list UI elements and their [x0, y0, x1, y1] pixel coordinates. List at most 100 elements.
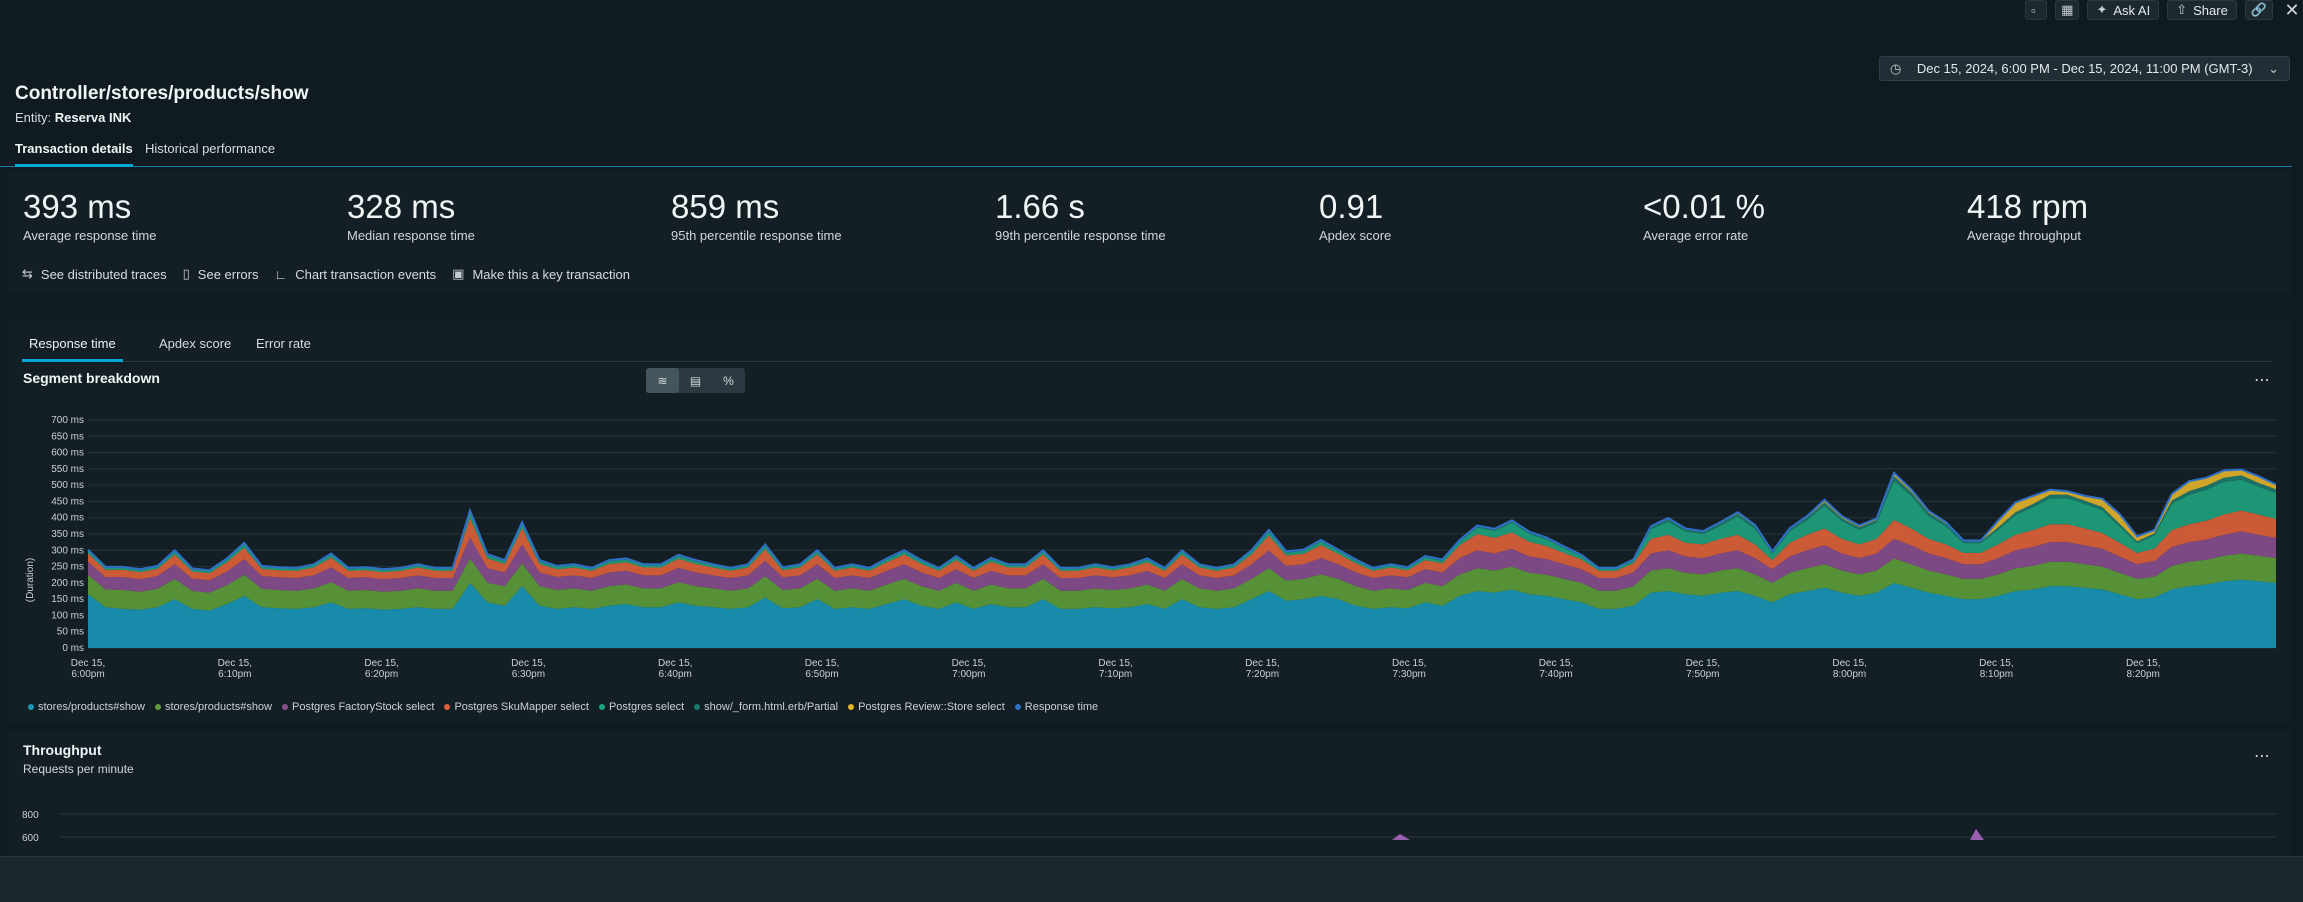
key-transaction-icon: ▣	[452, 266, 465, 281]
series-area-4[interactable]	[88, 479, 2276, 574]
link-icon: 🔗	[2250, 2, 2267, 17]
metric-value: 859 ms	[671, 188, 780, 225]
y-tick-label: 600 ms	[51, 448, 84, 459]
series-area-3[interactable]	[88, 510, 2276, 581]
x-tick-label: Dec 15, 8:00pm	[1832, 658, 1866, 680]
y-tick-label: 500 ms	[51, 480, 84, 491]
area-chart-button[interactable]: ≋	[646, 368, 679, 393]
bottom-bar	[0, 856, 2303, 902]
throughput-more-button[interactable]: ⋯	[2254, 746, 2271, 766]
action-label: Chart transaction events	[295, 266, 437, 282]
y-tick-label: 800	[22, 810, 39, 821]
response-time-panel: Response time Apdex score Error rate Seg…	[8, 320, 2291, 723]
y-tick-label: 650 ms	[51, 431, 84, 442]
entity-value[interactable]: Reserva INK	[54, 110, 132, 125]
metric-apdex-score: 0.91 Apdex score	[1319, 188, 1391, 243]
close-icon: ✕	[2284, 0, 2300, 20]
feedback-button[interactable]: ▫	[2025, 0, 2048, 20]
more-icon: ⋯	[2254, 748, 2271, 765]
y-tick-label: 550 ms	[51, 464, 84, 475]
throughput-chart: 800 600	[22, 810, 2276, 844]
action-links: ⇆ See distributed traces ▯ See errors ∟ …	[22, 266, 630, 282]
legend-item[interactable]: stores/products#show	[155, 701, 272, 713]
throughput-panel: Throughput Requests per minute ⋯ 800 600	[8, 732, 2291, 862]
entity-line: Entity: Reserva INK	[15, 110, 131, 125]
share-icon: ⇧	[2176, 2, 2188, 17]
tab-error-rate[interactable]: Error rate	[256, 336, 311, 351]
sparkle-icon: ✦	[2096, 2, 2108, 17]
legend-label: Postgres FactoryStock select	[292, 701, 435, 713]
segment-breakdown-chart: 0 ms 50 ms 100 ms 150 ms 200 ms 250 ms 300 ms 3…	[25, 415, 2277, 680]
x-tick-label: Dec 15, 8:20pm	[2126, 658, 2160, 680]
legend-label: Postgres select	[608, 701, 685, 713]
action-label: See errors	[197, 266, 259, 282]
legend-item[interactable]: Postgres SkuMapper select	[444, 701, 589, 713]
throughput-subtitle: Requests per minute	[23, 762, 134, 776]
legend-swatch	[282, 704, 288, 710]
legend-item[interactable]: show/_form.html.erb/Partial	[694, 701, 838, 713]
tab-apdex-score[interactable]: Apdex score	[159, 336, 232, 351]
x-tick-label: Dec 15, 6:30pm	[511, 658, 545, 680]
legend-swatch	[155, 704, 161, 710]
legend-swatch	[28, 704, 34, 710]
x-tick-label: Dec 15, 7:20pm	[1245, 658, 1279, 680]
time-range-text: Dec 15, 2024, 6:00 PM - Dec 15, 2024, 11…	[1916, 61, 2253, 76]
series-area-2[interactable]	[88, 531, 2276, 593]
response-time-line[interactable]	[87, 468, 2277, 572]
percent-chart-button[interactable]: %	[712, 368, 745, 393]
bar-chart-button[interactable]: ▤	[679, 368, 712, 393]
share-label: Share	[2193, 2, 2228, 18]
see-distributed-traces-link[interactable]: ⇆ See distributed traces	[22, 266, 167, 282]
metric-throughput: 418 rpm Average throughput	[1967, 188, 2088, 243]
throughput-peak	[1392, 834, 1410, 840]
legend-swatch	[1014, 704, 1021, 710]
legend-label: stores/products#show	[165, 701, 272, 713]
legend-item[interactable]: Postgres select	[598, 701, 685, 713]
legend-label: Postgres Review::Store select	[858, 701, 1005, 713]
chart-more-button[interactable]: ⋯	[2254, 370, 2271, 390]
tab-response-time[interactable]: Response time	[22, 336, 123, 362]
legend-item[interactable]: Response time	[1014, 701, 1098, 713]
traces-icon: ⇆	[22, 266, 33, 281]
see-errors-link[interactable]: ▯ See errors	[183, 266, 259, 282]
make-key-transaction-link[interactable]: ▣ Make this a key transaction	[452, 266, 630, 282]
metric-value: 418 rpm	[1967, 188, 2089, 225]
y-tick-label: 350 ms	[51, 529, 84, 540]
ask-ai-button[interactable]: ✦ Ask AI	[2087, 0, 2160, 20]
metric-label: Median response time	[347, 228, 475, 243]
metric-value: 393 ms	[23, 188, 132, 225]
metric-label: Apdex score	[1319, 228, 1392, 243]
legend-item[interactable]: stores/products#show	[28, 701, 145, 713]
series-area-1[interactable]	[88, 553, 2276, 611]
copy-link-button[interactable]: 🔗	[2244, 0, 2273, 20]
x-tick-label: Dec 15, 8:10pm	[1979, 658, 2013, 680]
chart-transaction-events-link[interactable]: ∟ Chart transaction events	[275, 266, 437, 282]
legend-label: Postgres SkuMapper select	[454, 701, 589, 713]
metric-median-response-time: 328 ms Median response time	[347, 188, 475, 243]
metric-value: 328 ms	[347, 188, 456, 225]
tab-transaction-details[interactable]: Transaction details	[15, 141, 133, 167]
legend-swatch	[694, 704, 701, 710]
action-label: Make this a key transaction	[472, 266, 630, 282]
tab-historical-performance[interactable]: Historical performance	[145, 141, 276, 156]
comment-icon: ▫	[2031, 2, 2036, 18]
metric-label: Average error rate	[1643, 228, 1749, 243]
x-tick-label: Dec 15, 7:40pm	[1539, 658, 1573, 680]
y-tick-label: 300 ms	[51, 545, 84, 556]
add-to-dashboard-button[interactable]: ▦	[2055, 0, 2080, 20]
x-tick-label: Dec 15, 7:30pm	[1392, 658, 1426, 680]
clock-icon: ◷	[1890, 60, 1902, 76]
y-tick-label: 200 ms	[51, 578, 84, 589]
series-area-0[interactable]	[88, 579, 2276, 648]
ask-ai-label: Ask AI	[2113, 2, 2151, 18]
share-button[interactable]: ⇧ Share	[2167, 0, 2237, 20]
time-range-picker[interactable]: ◷ Dec 15, 2024, 6:00 PM - Dec 15, 2024, …	[1879, 56, 2290, 81]
metric-99th-percentile: 1.66 s 99th percentile response time	[995, 188, 1166, 243]
y-tick-label: 450 ms	[51, 496, 84, 507]
legend-swatch	[848, 704, 855, 710]
area-chart-icon: ≋	[657, 373, 668, 388]
metric-label: Average response time	[23, 228, 157, 243]
legend-item[interactable]: Postgres Review::Store select	[848, 701, 1005, 713]
close-button[interactable]: ✕	[2281, 0, 2303, 20]
legend-item[interactable]: Postgres FactoryStock select	[282, 701, 434, 713]
